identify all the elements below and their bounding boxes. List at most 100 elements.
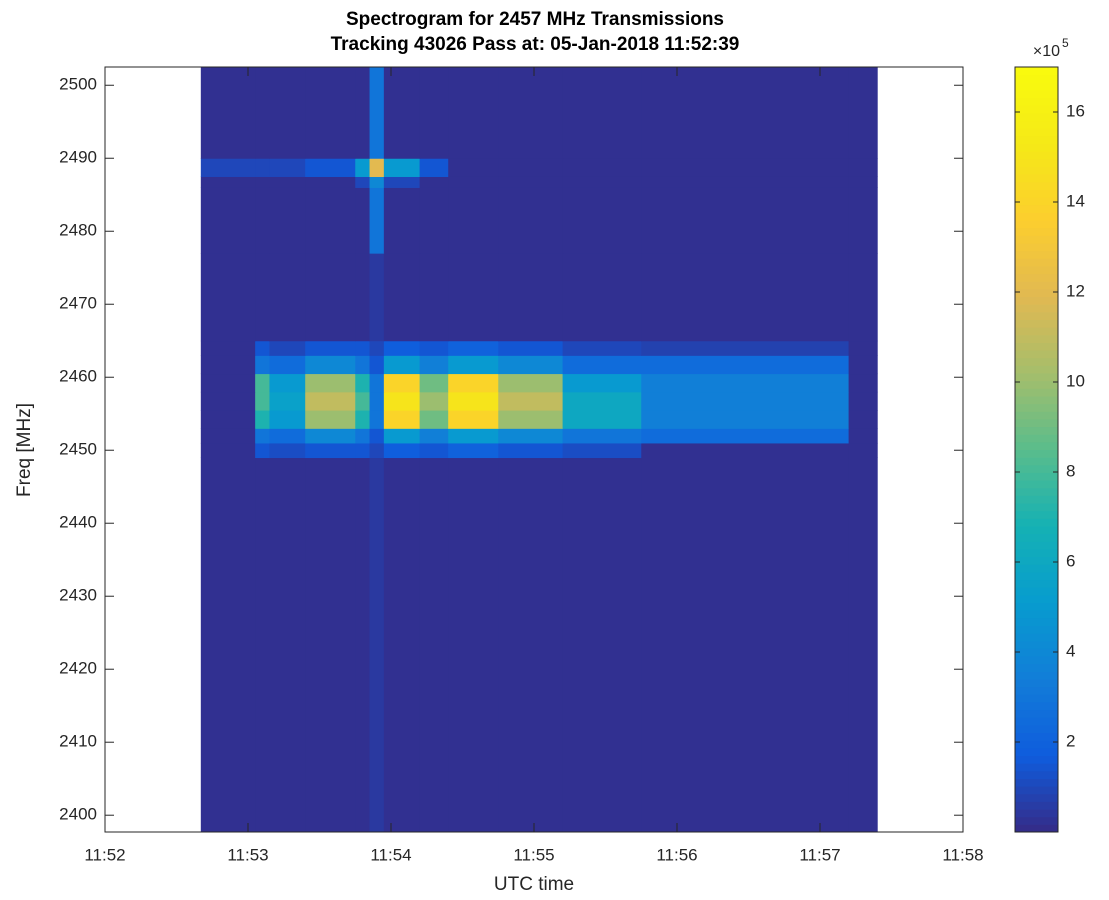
colorbar-segment — [1015, 373, 1058, 382]
heatmap-cell — [269, 340, 306, 356]
colorbar-segment — [1015, 533, 1058, 542]
colorbar-segment — [1015, 319, 1058, 328]
heatmap-cell — [383, 428, 421, 444]
heatmap-cell — [641, 457, 850, 833]
heatmap-cell — [255, 340, 270, 356]
heatmap-cell — [498, 67, 564, 159]
heatmap-cell — [498, 373, 564, 393]
heatmap-cell — [383, 457, 421, 833]
colorbar-segment — [1015, 250, 1058, 259]
heatmap-cell — [305, 187, 356, 254]
colorbar-segment — [1015, 151, 1058, 160]
colorbar-segment — [1015, 411, 1058, 420]
y-tick-label: 2440 — [59, 513, 97, 532]
colorbar-exponent: 5 — [1062, 36, 1069, 50]
heatmap-cell — [255, 158, 270, 177]
colorbar-segment — [1015, 686, 1058, 695]
heatmap-cell — [200, 253, 256, 342]
heatmap-cell — [848, 373, 878, 393]
heatmap-cell — [448, 457, 499, 833]
heatmap-cell — [305, 67, 356, 159]
colorbar-segment — [1015, 258, 1058, 267]
heatmap-cell — [498, 391, 564, 411]
heatmap-cell — [269, 187, 306, 254]
colorbar-segment — [1015, 541, 1058, 550]
colorbar-tick-label: 6 — [1066, 551, 1075, 570]
colorbar-segment — [1015, 189, 1058, 198]
x-tick-label: 11:56 — [656, 845, 697, 864]
x-tick-label: 11:57 — [799, 845, 840, 864]
heatmap-cell — [848, 158, 878, 177]
heatmap-cell — [255, 355, 270, 375]
colorbar-segment — [1015, 242, 1058, 252]
heatmap-cell — [562, 410, 642, 429]
colorbar-segment — [1015, 74, 1058, 83]
colorbar-segment — [1015, 709, 1058, 718]
heatmap-cell — [355, 373, 371, 393]
colorbar-segment — [1015, 350, 1058, 359]
y-tick-label: 2470 — [59, 294, 97, 313]
heatmap-cell — [355, 187, 371, 254]
heatmap-cell — [255, 442, 270, 459]
heatmap-cell — [419, 428, 449, 444]
heatmap-cell — [498, 340, 564, 356]
colorbar-segment — [1015, 82, 1058, 91]
colorbar-segment — [1015, 548, 1058, 558]
colorbar-segment — [1015, 824, 1058, 833]
colorbar-frame — [1014, 66, 1059, 833]
colorbar-segment — [1015, 763, 1058, 772]
colorbar-tick-label: 12 — [1066, 281, 1085, 300]
heatmap-cell — [641, 158, 850, 177]
heatmap-cell — [355, 410, 371, 429]
heatmap-cell — [255, 391, 270, 411]
colorbar-segment — [1015, 97, 1058, 106]
heatmap-cell — [369, 428, 385, 444]
heatmap-cell — [369, 67, 385, 159]
colorbar-segment — [1015, 778, 1058, 787]
heatmap-cell — [355, 355, 371, 375]
colorbar-segment — [1015, 602, 1058, 611]
colorbar-segment — [1015, 610, 1058, 619]
heatmap-cell — [305, 340, 356, 356]
heatmap-cell — [448, 67, 499, 159]
colorbar-segment — [1015, 235, 1058, 244]
heatmap-cell — [448, 373, 499, 393]
colorbar-segment — [1015, 793, 1058, 802]
heatmap-cell — [383, 253, 421, 342]
colorbar-segment — [1015, 334, 1058, 343]
heatmap-cell — [419, 253, 449, 342]
heatmap-cell — [848, 187, 878, 254]
heatmap-cell — [305, 457, 356, 833]
colorbar-segment — [1015, 594, 1058, 603]
heatmap-cell — [419, 442, 449, 459]
colorbar-segment — [1015, 120, 1058, 129]
heatmap-cell — [562, 340, 642, 356]
heatmap-cell — [369, 253, 385, 342]
heatmap-cell — [848, 410, 878, 429]
heatmap-cell — [269, 391, 306, 411]
chart-subtitle: Tracking 43026 Pass at: 05-Jan-2018 11:5… — [331, 34, 740, 55]
heatmap-cell — [200, 187, 256, 254]
colorbar-segment — [1015, 663, 1058, 672]
heatmap-cell — [498, 253, 564, 342]
colorbar-segment — [1015, 480, 1058, 489]
colorbar-segment — [1015, 510, 1058, 519]
colorbar-segment — [1015, 617, 1058, 626]
colorbar-segment — [1015, 717, 1058, 726]
heatmap-cell — [269, 355, 306, 375]
colorbar-segment — [1015, 395, 1058, 405]
heatmap-cell — [369, 457, 385, 833]
colorbar-segment — [1015, 380, 1058, 389]
heatmap-cell — [200, 391, 256, 411]
x-tick-label: 11:54 — [370, 845, 411, 864]
heatmap-cell — [383, 410, 421, 429]
heatmap-cell — [383, 176, 421, 188]
colorbar-segment — [1015, 212, 1058, 221]
heatmap-cell — [498, 442, 564, 459]
heatmap-cell — [641, 67, 850, 159]
colorbar-segment — [1015, 327, 1058, 336]
heatmap-cell — [369, 442, 385, 459]
heatmap-cell — [562, 253, 642, 342]
heatmap-cell — [641, 428, 850, 444]
colorbar-segment — [1015, 197, 1058, 206]
